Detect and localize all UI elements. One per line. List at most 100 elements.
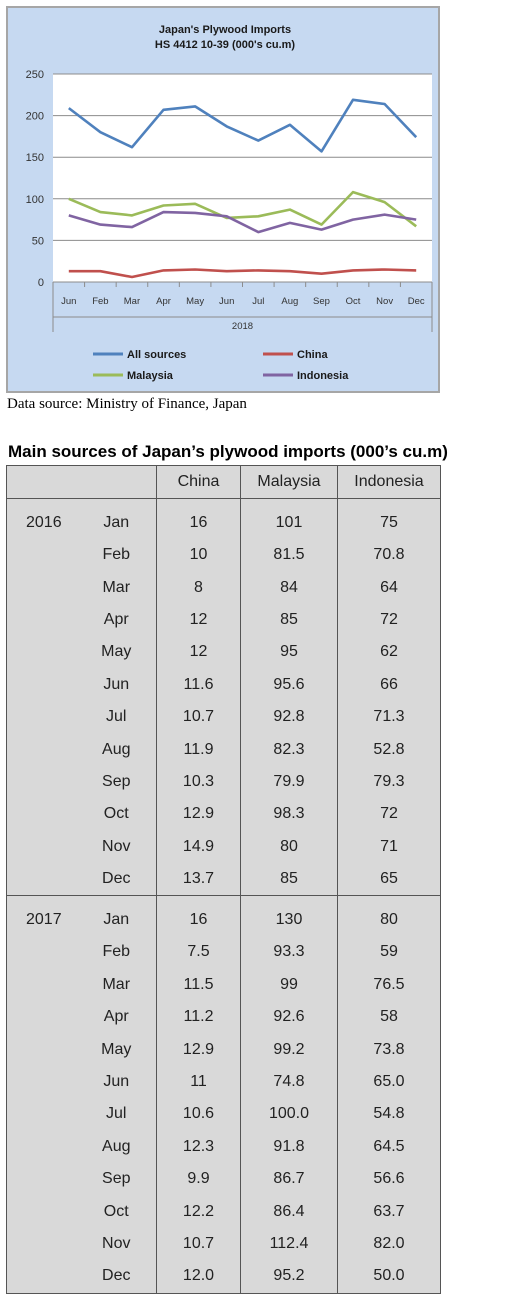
year-cell-empty <box>6 968 77 1002</box>
table-row: Mar 11.5 99 76.5 <box>6 968 441 1002</box>
month-cell: Apr <box>76 1001 157 1034</box>
malaysia-cell: 99.2 <box>240 1033 338 1066</box>
y-tick-label: 250 <box>26 69 44 81</box>
year-cell-empty <box>6 1195 77 1228</box>
china-cell: 10.7 <box>156 1227 241 1261</box>
malaysia-cell: 92.6 <box>240 1001 338 1034</box>
month-cell: Jan <box>76 895 157 937</box>
china-cell: 11 <box>156 1065 241 1099</box>
malaysia-cell: 74.8 <box>240 1065 338 1099</box>
malaysia-cell: 99 <box>240 968 338 1002</box>
table-row: Apr 11.2 92.6 58 <box>6 1001 441 1034</box>
chart-title: Japan's Plywood Imports <box>159 24 291 36</box>
month-cell: Jan <box>76 498 157 539</box>
malaysia-cell: 85 <box>240 603 338 637</box>
indonesia-cell: 63.7 <box>337 1195 441 1228</box>
malaysia-cell: 85 <box>240 862 338 897</box>
month-cell: Feb <box>76 539 157 572</box>
x-tick-label: Dec <box>408 296 425 307</box>
table-row: Oct 12.9 98.3 72 <box>6 798 441 831</box>
table-row: May 12 95 62 <box>6 636 441 669</box>
month-cell: Aug <box>76 733 157 766</box>
year-cell: 2017 <box>6 895 77 937</box>
month-cell: May <box>76 636 157 669</box>
table-row: Oct 12.2 86.4 63.7 <box>6 1195 441 1228</box>
x-tick-label: Jun <box>219 296 234 307</box>
year-cell-empty <box>6 936 77 969</box>
x-tick-label: May <box>186 296 204 307</box>
china-cell: 11.9 <box>156 733 241 766</box>
china-cell: 11.6 <box>156 668 241 701</box>
month-cell: Dec <box>76 862 157 897</box>
x-tick-label: Jun <box>61 296 76 307</box>
year-cell-empty <box>6 1130 77 1164</box>
china-cell: 11.5 <box>156 968 241 1002</box>
year-cell-empty <box>6 1260 77 1294</box>
month-cell: Feb <box>76 936 157 969</box>
indonesia-cell: 65 <box>337 862 441 897</box>
series-line-all-sources <box>68 98 418 153</box>
year-cell-empty <box>6 1033 77 1066</box>
indonesia-cell: 79.3 <box>337 765 441 799</box>
year-cell-empty <box>6 1001 77 1034</box>
table-row: Aug 12.3 91.8 64.5 <box>6 1130 441 1164</box>
table-row: Mar 8 84 64 <box>6 571 441 604</box>
china-cell: 12.2 <box>156 1195 241 1228</box>
table-row: Sep 10.3 79.9 79.3 <box>6 765 441 799</box>
month-cell: Jun <box>76 1065 157 1099</box>
china-cell: 16 <box>156 895 241 937</box>
table-row: Jul 10.6 100.0 54.8 <box>6 1098 441 1131</box>
x-tick-label: Mar <box>124 296 140 307</box>
indonesia-cell: 65.0 <box>337 1065 441 1099</box>
table-row: Aug 11.9 82.3 52.8 <box>6 733 441 766</box>
table-row: Jun 11 74.8 65.0 <box>6 1065 441 1099</box>
malaysia-cell: 93.3 <box>240 936 338 969</box>
month-cell: Mar <box>76 571 157 604</box>
series-line-indonesia <box>68 210 417 234</box>
series-line-malaysia <box>68 190 417 228</box>
year-cell-empty <box>6 603 77 637</box>
table-row: Dec 13.7 85 65 <box>6 862 441 897</box>
data-source-note: Data source: Ministry of Finance, Japan <box>7 396 247 412</box>
indonesia-cell: 71 <box>337 830 441 863</box>
x-tick-label: Feb <box>92 296 108 307</box>
indonesia-cell: 66 <box>337 668 441 701</box>
month-cell: Jun <box>76 668 157 701</box>
indonesia-cell: 80 <box>337 895 441 937</box>
plot-area <box>53 74 432 282</box>
column-header: Malaysia <box>240 465 338 499</box>
indonesia-cell: 52.8 <box>337 733 441 766</box>
x-group-label: 2018 <box>232 321 253 332</box>
indonesia-cell: 72 <box>337 603 441 637</box>
table-row: Apr 12 85 72 <box>6 603 441 637</box>
table-row: May 12.9 99.2 73.8 <box>6 1033 441 1066</box>
header-blank <box>76 465 157 499</box>
chart-frame: Japan's Plywood Imports HS 4412 10-39 (00… <box>6 6 440 393</box>
x-tick-label: Aug <box>281 296 298 307</box>
x-tick-label: Sep <box>313 296 330 307</box>
china-cell: 13.7 <box>156 862 241 897</box>
china-cell: 11.2 <box>156 1001 241 1034</box>
year-cell-empty <box>6 539 77 572</box>
indonesia-cell: 54.8 <box>337 1098 441 1131</box>
legend-label-all-sources: All sources <box>127 349 186 361</box>
china-cell: 7.5 <box>156 936 241 969</box>
x-tick-label: Jul <box>252 296 264 307</box>
legend-label-indonesia: Indonesia <box>297 370 349 382</box>
malaysia-cell: 82.3 <box>240 733 338 766</box>
indonesia-cell: 76.5 <box>337 968 441 1002</box>
indonesia-cell: 72 <box>337 798 441 831</box>
indonesia-cell: 82.0 <box>337 1227 441 1261</box>
month-cell: Oct <box>76 1195 157 1228</box>
china-cell: 12 <box>156 603 241 637</box>
month-cell: Apr <box>76 603 157 637</box>
malaysia-cell: 86.7 <box>240 1163 338 1196</box>
table-row: Jul 10.7 92.8 71.3 <box>6 700 441 734</box>
malaysia-cell: 81.5 <box>240 539 338 572</box>
year-cell-empty <box>6 798 77 831</box>
year-cell-empty <box>6 636 77 669</box>
year-cell-empty <box>6 700 77 734</box>
month-cell: Dec <box>76 1260 157 1294</box>
table-row: Dec 12.0 95.2 50.0 <box>6 1260 441 1294</box>
malaysia-cell: 95.2 <box>240 1260 338 1294</box>
